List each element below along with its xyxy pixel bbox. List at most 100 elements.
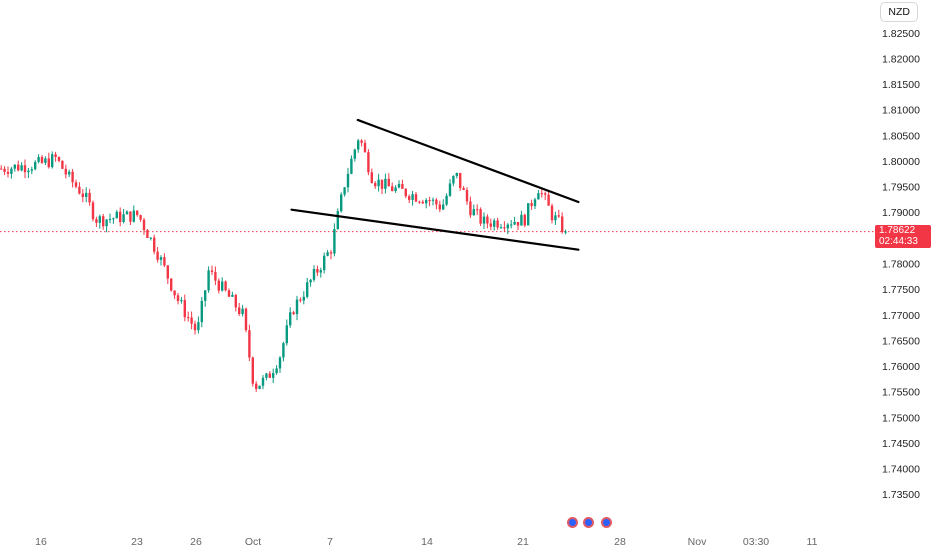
candle-body: [20, 165, 23, 171]
candle-body: [91, 202, 95, 220]
candle-body: [479, 209, 482, 224]
candle-body: [547, 194, 550, 206]
candle-body: [408, 196, 411, 200]
candle-body: [295, 299, 299, 315]
candle-body: [34, 161, 37, 170]
price-tick-label: 1.75500: [882, 387, 920, 399]
trendlines[interactable]: [290, 118, 580, 251]
candle-body: [176, 295, 180, 302]
price-tick-label: 1.74000: [882, 464, 920, 476]
candle-body: [292, 312, 295, 315]
candle-body: [316, 268, 319, 273]
time-tick-label: Nov: [688, 536, 707, 548]
price-tick-label: 1.82000: [882, 53, 920, 65]
candle-body: [258, 385, 261, 389]
currency-badge[interactable]: NZD: [880, 2, 918, 22]
time-tick-label: 21: [517, 536, 529, 548]
countdown-timer: 02:44:33: [879, 235, 918, 247]
candle-body: [272, 373, 275, 378]
candle-body: [448, 183, 452, 196]
candle-body: [268, 373, 271, 378]
candle-body: [540, 193, 543, 195]
candle-body: [414, 194, 418, 202]
candle-body: [411, 194, 414, 200]
current-price-tag: 1.78622 02:44:33: [875, 225, 931, 248]
candle-body: [387, 178, 390, 187]
candle-body: [425, 200, 428, 204]
candle-body: [156, 251, 159, 260]
economic-event-icon[interactable]: [567, 517, 578, 528]
economic-event-icon[interactable]: [601, 517, 612, 528]
candle-body: [282, 343, 285, 358]
current-price-value: 1.78622: [879, 225, 916, 236]
candle-body: [401, 183, 404, 189]
time-axis[interactable]: 16 23 26 Oct 7 14 21 28 Nov 03:30 11: [35, 536, 817, 548]
candle-body: [513, 222, 516, 225]
candle-body: [557, 215, 560, 217]
candle-body: [200, 300, 203, 323]
price-tick-label: 1.81000: [882, 105, 920, 117]
time-tick-label: 16: [35, 536, 47, 548]
candle-body: [40, 157, 44, 163]
candle-body: [231, 294, 234, 297]
time-tick-label: 28: [614, 536, 626, 548]
candle-body: [299, 299, 302, 301]
candle-body: [170, 278, 173, 291]
candle-body: [564, 231, 567, 233]
candle-body: [442, 204, 445, 210]
price-tick-label: 1.79500: [882, 182, 920, 194]
candle-body: [336, 211, 339, 230]
price-tick-label: 1.76500: [882, 335, 920, 347]
candle-body: [496, 220, 499, 228]
candle-body: [248, 330, 251, 358]
candle-body: [159, 257, 163, 260]
trendline-upper[interactable]: [356, 118, 580, 204]
price-tick-label: 1.78000: [882, 259, 920, 271]
time-tick-label: 11: [807, 536, 818, 548]
candle-body: [306, 282, 309, 297]
candle-body: [326, 252, 329, 256]
candle-body: [183, 300, 186, 318]
candle-body: [153, 237, 156, 252]
candle-body: [428, 200, 431, 202]
candle-body: [554, 215, 557, 221]
candle-body: [360, 140, 363, 143]
candle-body: [227, 290, 231, 297]
trendline-lower[interactable]: [290, 208, 580, 251]
candle-body: [516, 222, 520, 226]
candle-body: [394, 187, 397, 192]
candle-body: [207, 270, 210, 291]
candle-body: [510, 224, 513, 226]
candle-body: [241, 308, 244, 315]
candle-body: [353, 149, 356, 159]
candle-body: [550, 205, 554, 221]
candle-body: [374, 182, 377, 187]
candle-body: [108, 218, 112, 220]
candle-body: [455, 172, 458, 176]
candle-body: [472, 209, 475, 216]
price-tick-label: 1.79000: [882, 207, 920, 219]
candle-body: [363, 142, 367, 153]
candle-body: [98, 216, 101, 223]
candle-body: [180, 300, 183, 302]
candle-body: [68, 171, 71, 175]
candle-body: [370, 172, 373, 183]
candle-body: [459, 172, 462, 188]
candle-body: [23, 165, 27, 173]
candle-body: [238, 307, 241, 315]
candle-body: [214, 271, 217, 281]
economic-event-icon[interactable]: [583, 517, 594, 528]
candle-body: [13, 164, 16, 169]
price-axis[interactable]: 1.82500 1.82000 1.81500 1.81000 1.80500 1.800…: [882, 28, 920, 501]
candle-body: [289, 312, 292, 326]
candle-body: [537, 193, 540, 200]
candle-body: [54, 154, 57, 158]
candle-body: [506, 224, 509, 229]
candle-body: [47, 158, 50, 168]
price-tick-label: 1.81500: [882, 79, 920, 91]
candle-body: [149, 237, 152, 239]
candle-body: [319, 270, 322, 273]
candle-body: [418, 201, 421, 203]
candle-body: [343, 187, 346, 195]
